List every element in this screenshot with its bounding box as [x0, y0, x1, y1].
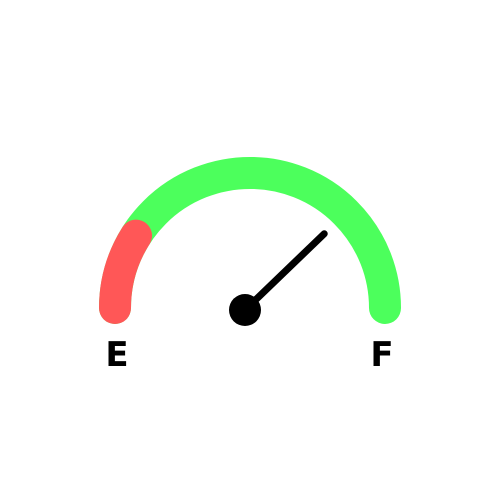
- gauge-needle: [241, 230, 328, 314]
- gauge-arc-green: [99, 157, 401, 324]
- gauge-arc-low-zone: [99, 219, 153, 324]
- full-label: F: [370, 335, 393, 375]
- empty-label: E: [105, 335, 128, 375]
- gauge-needle-hub: [229, 294, 261, 326]
